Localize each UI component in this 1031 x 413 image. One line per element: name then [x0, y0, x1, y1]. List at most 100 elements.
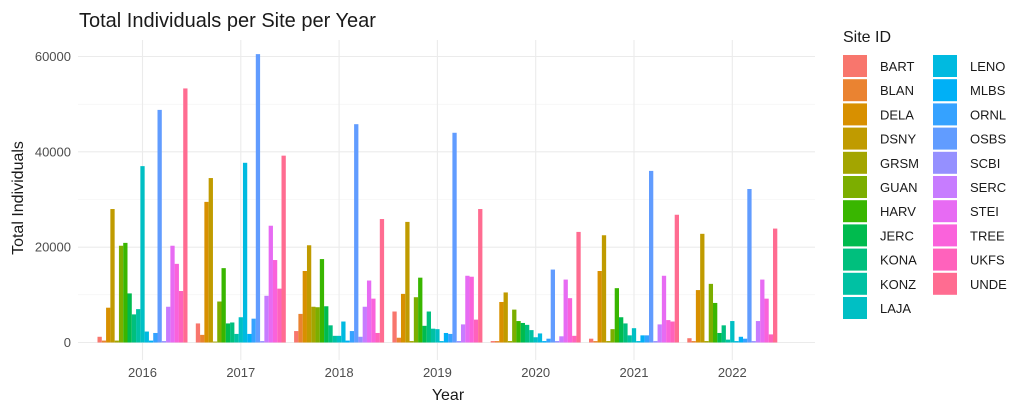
legend-label-guan: GUAN: [880, 180, 918, 195]
legend-label-serc: SERC: [970, 180, 1006, 195]
legend-label-grsm: GRSM: [880, 156, 919, 171]
bar-dela-2022: [695, 290, 701, 343]
x-axis-ticks: 2016 2017 2018 2019 2020 2021 2022: [128, 365, 747, 380]
bar-ukfs-2021: [670, 321, 675, 343]
bar-leno-2019: [439, 341, 444, 343]
bar-osbs-2018: [354, 124, 359, 343]
bar-mlbs-2020: [542, 341, 547, 343]
bar-laja-2017: [238, 317, 243, 343]
bar-ornl-2022: [743, 338, 748, 343]
bar-ukfs-2022: [768, 334, 774, 343]
bar-mlbs-2016: [148, 340, 154, 343]
x-tick-label: 2017: [226, 365, 255, 380]
bar-guan-2018: [315, 307, 320, 343]
bar-grsm-2016: [114, 340, 119, 343]
bar-stei-2020: [563, 279, 568, 343]
bar-ukfs-2017: [277, 288, 282, 343]
legend-swatch-dela: [843, 103, 867, 126]
bar-konz-2016: [136, 309, 141, 343]
bar-stei-2022: [760, 279, 765, 343]
bar-laja-2016: [140, 166, 145, 343]
legend-swatch-ornl: [933, 103, 957, 126]
bar-stei-2021: [661, 275, 667, 343]
bar-harv-2016: [123, 242, 128, 343]
x-tick-label: 2019: [423, 365, 452, 380]
legend-swatch-bart: [843, 55, 867, 77]
bar-leno-2020: [537, 333, 543, 343]
bar-bart-2019: [392, 311, 397, 343]
bar-ornl-2019: [448, 333, 453, 343]
bar-blan-2017: [200, 334, 205, 343]
bar-unde-2020: [576, 231, 581, 343]
bar-bart-2021: [589, 338, 594, 343]
legend-swatch-osbs: [933, 127, 957, 150]
y-tick-label: 0: [64, 335, 71, 350]
y-axis-title: Total Individuals: [10, 141, 27, 255]
legend-swatch-dsny: [843, 127, 867, 150]
bar-leno-2022: [734, 341, 739, 343]
bar-bart-2022: [687, 338, 692, 343]
legend-label-laja: LAJA: [880, 301, 911, 316]
bar-mlbs-2021: [640, 335, 645, 343]
bar-unde-2019: [478, 209, 483, 343]
bar-scbi-2022: [751, 341, 756, 343]
bar-jerc-2019: [422, 325, 427, 343]
bar-dsny-2017: [208, 178, 213, 343]
legend-swatch-serc: [933, 176, 957, 198]
legend-label-jerc: JERC: [880, 228, 914, 243]
bar-stei-2016: [170, 245, 175, 343]
bar-osbs-2016: [157, 109, 162, 343]
legend-swatch-blan: [843, 79, 867, 102]
bar-kona-2020: [524, 324, 530, 343]
bar-unde-2018: [379, 219, 385, 343]
bar-tree-2022: [764, 298, 769, 343]
legend-label-scbi: SCBI: [970, 156, 1000, 171]
bar-grsm-2021: [606, 341, 611, 343]
legend-swatch-grsm: [843, 151, 867, 174]
bar-dela-2016: [106, 307, 111, 343]
bar-bart-2016: [97, 336, 102, 343]
bar-harv-2017: [221, 268, 226, 343]
legend-swatch-jerc: [843, 224, 867, 247]
bar-dsny-2016: [110, 209, 115, 343]
bar-kona-2022: [721, 325, 726, 343]
bar-stei-2019: [465, 275, 470, 343]
x-axis-title: Year: [432, 387, 465, 404]
legend: Site ID BART BLAN DELA DSNY GRSM GUAN HARV JERC…: [843, 29, 1007, 319]
legend-label-stei: STEI: [970, 204, 999, 219]
legend-label-kona: KONA: [880, 253, 917, 268]
bar-osbs-2021: [649, 170, 654, 343]
legend-swatch-mlbs: [933, 79, 957, 102]
bar-tree-2016: [174, 263, 179, 343]
bar-harv-2019: [418, 277, 423, 343]
bar-laja-2022: [730, 321, 735, 343]
chart-bars: [97, 54, 778, 343]
y-tick-label: 20000: [35, 240, 71, 255]
bar-jerc-2022: [717, 332, 722, 343]
bar-blan-2019: [396, 337, 401, 343]
bar-konz-2018: [332, 335, 337, 343]
bar-unde-2022: [773, 228, 778, 343]
legend-swatch-scbi: [933, 151, 957, 174]
legend-label-tree: TREE: [970, 228, 1005, 243]
legend-swatch-konz: [843, 272, 867, 295]
bar-scbi-2020: [554, 341, 560, 343]
bar-serc-2016: [166, 306, 171, 343]
bar-dela-2019: [400, 293, 406, 343]
bar-guan-2021: [610, 329, 615, 343]
bar-ukfs-2016: [178, 291, 184, 343]
bar-tree-2021: [666, 320, 671, 343]
bar-ornl-2017: [251, 318, 256, 343]
bar-unde-2016: [183, 88, 188, 343]
legend-label-konz: KONZ: [880, 277, 916, 292]
legend-label-blan: BLAN: [880, 83, 914, 98]
bar-dsny-2021: [601, 235, 607, 343]
bar-leno-2017: [242, 162, 248, 343]
bar-dsny-2022: [700, 233, 705, 343]
x-tick-label: 2022: [718, 365, 747, 380]
bar-tree-2018: [371, 298, 376, 343]
legend-label-osbs: OSBS: [970, 132, 1006, 147]
bar-harv-2022: [713, 302, 718, 343]
bar-serc-2020: [559, 336, 564, 343]
